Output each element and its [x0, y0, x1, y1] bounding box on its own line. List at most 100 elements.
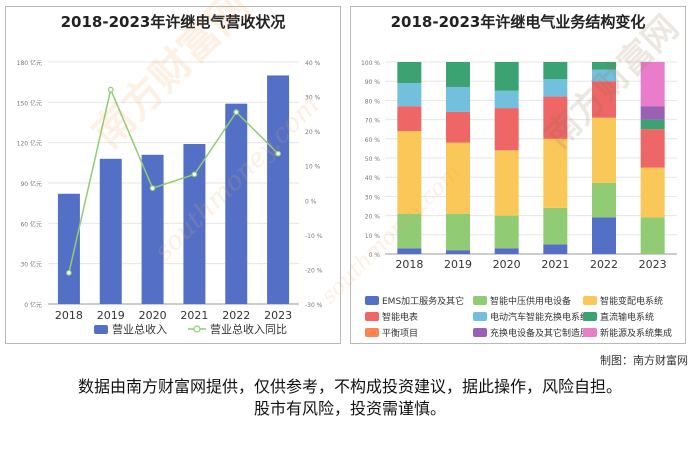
stacked-bar-segment — [397, 62, 422, 84]
stacked-bar-segment — [494, 108, 519, 151]
y-axis-tick-label: 40 % — [365, 175, 381, 182]
right-axis-tick-label: 20 % — [305, 129, 321, 136]
x-axis-tick-label: 2023 — [639, 258, 667, 271]
chart-credit: 制图：南方财富网 — [600, 354, 688, 367]
stacked-bar-segment — [494, 248, 519, 254]
right-axis-tick-label: 40 % — [305, 60, 321, 67]
left-axis-tick-label: 90 亿元 — [20, 180, 42, 188]
stacked-bar-segment — [543, 62, 568, 80]
stacked-bar-segment — [543, 138, 568, 208]
stacked-bar-segment — [592, 217, 616, 254]
y-axis-tick-label: 50 % — [365, 156, 381, 163]
y-axis-tick-label: 100 % — [361, 60, 380, 67]
left-axis-tick-label: 60 亿元 — [20, 220, 42, 228]
stacked-bar-segment — [397, 248, 422, 254]
x-axis-tick-label: 2021 — [180, 309, 208, 322]
stacked-bar-segment — [592, 117, 616, 183]
stacked-bar-segment — [446, 62, 470, 87]
legend-label: 充换电设备及其它制造服务 — [490, 327, 598, 339]
stacked-bar-segment — [592, 81, 616, 118]
legend-swatch — [583, 296, 597, 305]
revenue-bar — [57, 193, 80, 304]
yoy-point — [149, 185, 156, 192]
stacked-bar-segment — [397, 83, 422, 107]
x-axis-tick-label: 2021 — [541, 258, 569, 271]
business-structure-chart-title: 2018-2023年许继电气业务结构变化 — [390, 13, 646, 31]
yoy-point — [191, 171, 198, 178]
left-axis-tick-label: 180 亿元 — [17, 59, 42, 67]
disclaimer-line-2: 股市有风险，投资需谨慎。 — [253, 399, 446, 418]
revenue-bar — [141, 154, 164, 304]
x-axis-tick-label: 2023 — [264, 309, 292, 322]
stacked-bar-segment — [397, 213, 422, 249]
legend-label: 电动汽车智能充换电系统 — [490, 311, 589, 323]
legend-label: 智能电表 — [382, 311, 418, 323]
disclaimer-line-1: 数据由南方财富网提供，仅供参考，不构成投资建议，据此操作，风险自担。 — [77, 377, 622, 396]
legend-label: 智能中压供用电设备 — [490, 295, 571, 307]
revenue-chart-title: 2018-2023年许继电气营收状况 — [60, 13, 286, 31]
legend-label-revenue: 营业总收入 — [112, 322, 167, 336]
stacked-bar-segment — [640, 217, 665, 254]
right-axis-tick-label: 10 % — [305, 164, 321, 171]
business-structure-chart: 0 % 10 % 20 % 30 % 40 % 50 % 60 % 70 % 80 % 90 % 1… — [361, 60, 677, 339]
yoy-point — [275, 150, 281, 157]
left-axis-tick-label: 150 亿元 — [17, 99, 42, 107]
yoy-point — [66, 269, 72, 276]
revenue-bar — [183, 144, 206, 304]
legend-swatch-revenue — [94, 325, 108, 334]
y-axis-tick-label: 10 % — [365, 233, 381, 240]
legend-label: 智能变配电系统 — [600, 295, 663, 307]
x-axis-tick-label: 2019 — [97, 309, 125, 322]
y-axis-tick-label: 60 % — [365, 137, 381, 144]
stacked-bar-segment — [543, 207, 568, 245]
legend-swatch — [583, 312, 597, 321]
stacked-bar-segment — [592, 182, 616, 218]
stacked-bar-segment — [543, 244, 568, 254]
stacked-bar-segment — [446, 86, 470, 112]
stacked-bar-segment — [640, 167, 665, 218]
left-axis-tick-label: 0 亿元 — [24, 301, 42, 309]
legend-swatch — [473, 296, 487, 305]
stacked-bar-segment — [640, 62, 665, 107]
legend-label: 平衡项目 — [382, 327, 418, 339]
x-axis-tick-label: 2022 — [222, 309, 250, 322]
yoy-line — [68, 87, 279, 274]
legend-swatch — [583, 328, 597, 337]
stacked-bar-segment — [543, 79, 568, 97]
stacked-bar-segment — [592, 69, 616, 82]
legend-swatch — [365, 312, 379, 321]
revenue-bar — [267, 75, 290, 304]
stacked-bar-segment — [494, 90, 519, 109]
legend-label-yoy: 营业总收入同比 — [210, 322, 287, 336]
legend-swatch — [473, 328, 487, 337]
y-axis-tick-label: 70 % — [365, 118, 381, 125]
stacked-bar-segment — [543, 96, 568, 139]
legend-swatch-yoy-point — [193, 325, 201, 333]
revenue-chart-panel: 2018-2023年许继电气营收状况 0 亿元 30 亿元 60 亿元 90 亿元 12… — [5, 6, 341, 344]
stacked-bar-segment — [397, 131, 422, 214]
legend-label: 直流输电系统 — [600, 311, 654, 323]
y-axis-tick-label: 80 % — [365, 98, 381, 105]
x-axis-tick-label: 2020 — [493, 258, 521, 271]
stacked-bar-segment — [640, 129, 665, 168]
right-axis-tick-label: 30 % — [305, 95, 321, 102]
legend-swatch — [473, 312, 487, 321]
stacked-bar-segment — [446, 213, 470, 251]
revenue-bar — [99, 158, 122, 304]
stacked-bar-segment — [397, 106, 422, 132]
x-axis-tick-label: 2018 — [55, 309, 83, 322]
yoy-point — [233, 109, 240, 116]
yoy-point — [107, 86, 114, 93]
stacked-bar-segment — [446, 111, 470, 143]
left-axis-tick-label: 30 亿元 — [20, 261, 42, 269]
legend-swatch — [365, 328, 379, 337]
stacked-bar-segment — [494, 62, 519, 91]
y-axis-tick-label: 90 % — [365, 79, 381, 86]
x-axis-tick-label: 2019 — [444, 258, 472, 271]
right-axis-tick-label: 0 % — [305, 198, 317, 205]
stacked-bar-segment — [446, 250, 470, 254]
x-axis-tick-label: 2018 — [395, 258, 423, 271]
legend-label: EMS加工服务及其它 — [382, 295, 464, 307]
stacked-bar-segment — [640, 106, 665, 120]
left-axis-tick-label: 120 亿元 — [17, 140, 42, 148]
